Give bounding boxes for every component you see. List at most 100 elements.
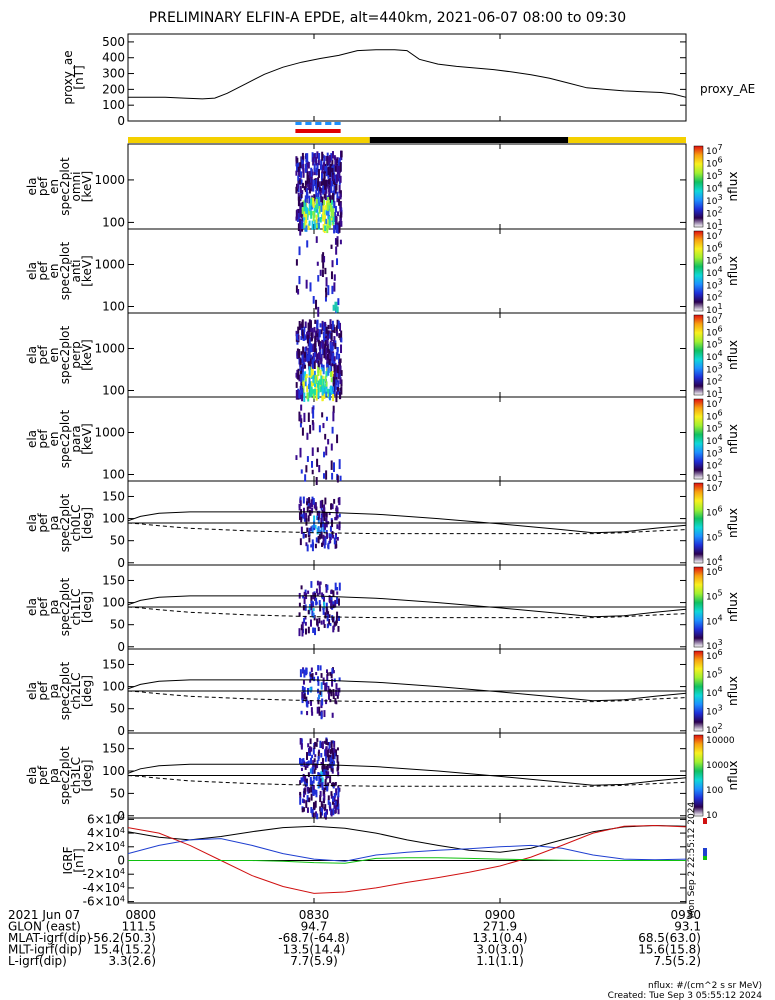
spectrogram-pixel-perp [335,393,338,403]
spectrogram-pixel-para [330,460,333,470]
spectrogram-pixel-omni [330,153,333,161]
colorbar-tick-anti: 103 [706,277,723,291]
spectrogram-pixel-omni [301,201,304,208]
pa-spectrogram-pixel-ch3LC [321,745,324,750]
pa-spectrogram-pixel-ch3LC [317,772,320,776]
pa-spectrogram-pixel-ch3LC [313,745,316,750]
pa-spectrogram-pixel-ch1LC [325,606,328,613]
spectrogram-pixel-perp [309,357,312,366]
spectrogram-pixel-perp [318,352,321,360]
spectrogram-pixel-perp [303,351,306,358]
spectrogram-pixel-omni [311,152,314,162]
pa-spectrogram-pixel-ch1LC [312,608,315,612]
spectrogram-pixel-perp [303,392,306,402]
pa-spectrogram-pixel-ch3LC [308,748,311,754]
pa-spectrogram-pixel-ch2LC [301,691,304,700]
spectrogram-pixel-para [304,474,307,482]
ylabel-ch2LC-1: pef [36,681,50,701]
colorbar-tick-ch2LC: 106 [706,648,723,662]
pa-spectrogram-pixel-ch0LC [329,537,332,544]
pa-spectrogram-pixel-ch3LC [331,801,334,805]
orbit-bar-segment-2 [568,137,686,143]
spectrogram-pixel-perp [306,385,309,392]
pa-spectrogram-pixel-ch3LC [329,754,332,760]
pa-spectrogram-pixel-ch3LC [307,743,310,748]
pa-spectrogram-pixel-ch3LC [332,760,335,765]
spectrogram-pixel-perp [333,364,336,373]
spectrogram-pixel-perp [324,336,327,343]
pa-spectrogram-pixel-ch0LC [335,515,338,521]
spectrogram-pixel-omni [333,200,336,209]
colorbar-title-para: nflux [726,424,740,454]
colorbar-tick-anti-exp: 1 [717,302,722,311]
spectrogram-pixel-anti [327,285,330,296]
spectrogram-pixel-perp [312,343,315,353]
colorbar-title-ch0LC: nflux [726,508,740,538]
spectrogram-pixel-para [315,477,318,486]
ylabel-perp-5: [keV] [80,339,94,370]
spectrogram-pixel-omni [299,162,302,168]
pa-spectrogram-pixel-ch3LC [321,782,324,791]
pa-spectrogram-pixel-ch1LC [303,591,306,597]
spectrogram-pixel-anti [298,246,301,256]
pa-spectrogram-pixel-ch1LC [312,627,315,633]
ytick-label-igrf: 0 [117,854,125,868]
pa-spectrogram-pixel-ch0LC [313,520,316,528]
spectrogram-pixel-perp [295,330,298,337]
spectrogram-pixel-perp [330,377,333,383]
ylabel-igrf-0: IGRF [61,846,75,874]
ylabel-para-4: para [69,425,83,452]
spectrogram-pixel-omni [314,207,317,213]
spectrogram-pixel-perp [311,330,314,339]
colorbar-tick-perp-exp: 6 [717,324,722,333]
pa-spectrogram-pixel-ch3LC [327,771,330,779]
colorbar-tick-anti-exp: 5 [717,253,722,262]
spectrogram-pixel-omni [321,177,324,183]
colorbar-tick-ch2LC-base: 10 [706,726,718,736]
spectrogram-pixel-perp [322,367,325,375]
colorbar-tick-omni-base: 10 [706,210,718,220]
spectrogram-pixel-para [299,423,302,428]
spectrogram-pixel-perp [305,374,308,379]
colorbar-ch3LC [693,734,704,817]
pa-spectrogram-pixel-ch0LC [300,526,303,534]
spectrogram-pixel-omni [305,213,308,223]
ephemeris-value-1-3: 93.1 [674,920,701,934]
spectrogram-pixel-omni [313,153,316,159]
pa-spectrogram-pixel-ch3LC [301,798,304,803]
ytick-label-igrf-exp: 4 [120,867,125,876]
pa-spectrogram-pixel-ch3LC [333,802,336,809]
pa-spectrogram-pixel-ch3LC [324,811,327,817]
spectrogram-pixel-perp [338,353,341,364]
pa-spectrogram-pixel-ch1LC [335,620,338,626]
spectrogram-pixel-omni [332,174,335,181]
spectrogram-pixel-perp [318,342,321,350]
ylabel-ch2LC-2: pa [47,684,61,699]
spectrogram-pixel-anti-hi [332,304,336,311]
pa-spectrogram-pixel-ch1LC [330,600,333,606]
colorbar-tick-ch0LC: 107 [706,480,723,494]
spectrogram-pixel-perp [316,333,319,342]
pa-spectrogram-pixel-ch3LC [326,742,329,746]
ytick-label-proxy_ae: 500 [102,35,125,49]
pa-spectrogram-pixel-ch1LC [330,603,333,609]
pa-spectrogram-pixel-ch3LC [327,754,330,762]
spectrogram-pixel-perp [329,366,332,373]
pa-spectrogram-pixel-ch1LC [301,628,304,637]
pa-spectrogram-pixel-ch1LC [321,595,324,600]
spectrogram-pixel-para [318,465,321,473]
panel-frame-proxy_ae [127,33,687,122]
colorbar-tick-anti-base: 10 [706,306,718,316]
pa-spectrogram-pixel-ch2LC [320,711,323,720]
spectrogram-pixel-omni [331,151,334,159]
pa-spectrogram-pixel-ch3LC [300,743,303,750]
spectrogram-pixel-omni [305,188,308,198]
colorbar-tick-para-exp: 4 [717,433,722,442]
spectrogram-pixel-perp [317,365,320,373]
spectrogram-pixel-omni [296,209,299,220]
colorbar-tick-ch1LC-exp: 6 [717,564,722,573]
spectrogram-pixel-omni [338,170,341,179]
ylabel-ch3LC-4: ch3LC [69,757,83,794]
pa-spectrogram-pixel-ch3LC [335,788,338,796]
pa-spectrogram-pixel-ch1LC [334,599,337,608]
